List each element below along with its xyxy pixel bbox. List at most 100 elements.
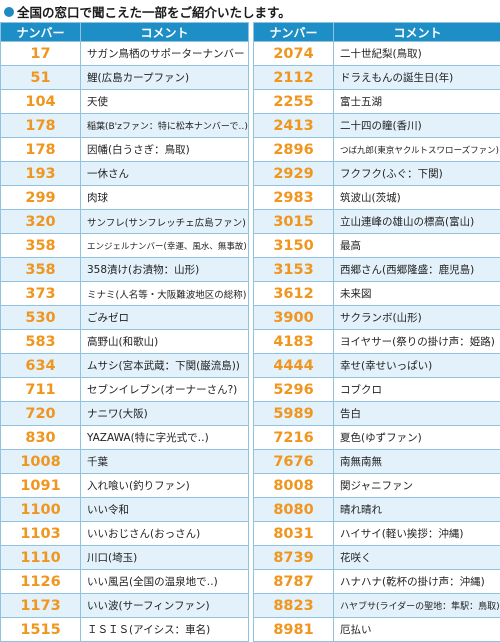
- plate-number: 530: [1, 306, 81, 330]
- plate-number: 320: [1, 210, 81, 234]
- plate-number: 299: [1, 186, 81, 210]
- plate-comment: ハイサイ(軽い挨拶：沖縄): [334, 522, 500, 546]
- number-column-header: ナンバー: [254, 23, 334, 42]
- number-column-header: ナンバー: [1, 23, 81, 42]
- plate-comment: ミナミ(人名等・大阪難波地区の総称): [81, 282, 249, 306]
- plate-comment: ムサシ(宮本武蔵：下関(巌流島)): [81, 354, 249, 378]
- plate-comment: 西郷さん(西郷隆盛：鹿児島): [334, 258, 500, 282]
- plate-number: 2896: [254, 138, 334, 162]
- plate-comment: 川口(埼玉): [81, 546, 249, 570]
- plate-number: 8008: [254, 474, 334, 498]
- plate-number: 8080: [254, 498, 334, 522]
- plate-comment: 二十世紀梨(鳥取): [334, 42, 500, 66]
- plate-number: 373: [1, 282, 81, 306]
- plate-comment: 高野山(和歌山): [81, 330, 249, 354]
- plate-number: 1173: [1, 594, 81, 618]
- comment-column-header: コメント: [81, 23, 249, 42]
- plate-comment: 入れ喰い(釣りファン): [81, 474, 249, 498]
- plate-number: 2929: [254, 162, 334, 186]
- plate-number: 1103: [1, 522, 81, 546]
- plate-comment: 一休さん: [81, 162, 249, 186]
- left-header-row: ナンバー コメント: [1, 23, 249, 42]
- plate-number: 830: [1, 426, 81, 450]
- plate-number: 3150: [254, 234, 334, 258]
- plate-number: 8823: [254, 594, 334, 618]
- plate-number: 8981: [254, 618, 334, 642]
- plate-comment: 未来図: [334, 282, 500, 306]
- plate-number: 193: [1, 162, 81, 186]
- plate-comment: 告白: [334, 402, 500, 426]
- plate-comment: いいおじさん(おっさん): [81, 522, 249, 546]
- right-header-row: ナンバー コメント: [254, 23, 500, 42]
- comment-column-header: コメント: [334, 23, 500, 42]
- plate-number: 2255: [254, 90, 334, 114]
- plate-comment: セブンイレブン(オーナーさん?): [81, 378, 249, 402]
- plate-comment: 花咲く: [334, 546, 500, 570]
- plate-comment: 因幡(白うさぎ：鳥取): [81, 138, 249, 162]
- plate-comment: 肉球: [81, 186, 249, 210]
- plate-number: 1110: [1, 546, 81, 570]
- plate-number: 720: [1, 402, 81, 426]
- bullet-icon: [4, 7, 14, 17]
- plate-comment: 千葉: [81, 450, 249, 474]
- plate-comment: つば九郎(東京ヤクルトスワローズファン): [334, 138, 500, 162]
- plate-number: 1100: [1, 498, 81, 522]
- plate-number: 4444: [254, 354, 334, 378]
- plate-number: 2983: [254, 186, 334, 210]
- plate-comment: サンフレ(サンフレッチェ広島ファン): [81, 210, 249, 234]
- plate-comment: 厄払い: [334, 618, 500, 642]
- plate-comment: 最高: [334, 234, 500, 258]
- plate-number: 583: [1, 330, 81, 354]
- plate-comment: 358漬け(お漬物：山形): [81, 258, 249, 282]
- plate-comment: ＩＳＩＳ(アイシス：車名): [81, 618, 249, 642]
- plate-number: 3153: [254, 258, 334, 282]
- plate-number: 358: [1, 234, 81, 258]
- plate-comment: 二十四の瞳(香川): [334, 114, 500, 138]
- plate-comment: 南無南無: [334, 450, 500, 474]
- plate-comment: フクフク(ふぐ：下関): [334, 162, 500, 186]
- plate-number: 1091: [1, 474, 81, 498]
- plate-comment: 鯉(広島カープファン): [81, 66, 249, 90]
- plate-number: 1515: [1, 618, 81, 642]
- plate-comment: ヨイヤサー(祭りの掛け声：姫路): [334, 330, 500, 354]
- plate-number: 8739: [254, 546, 334, 570]
- plate-comment: いい令和: [81, 498, 249, 522]
- plate-comment: エンジェルナンバー(幸運、風水、無事故): [81, 234, 249, 258]
- plate-comment: 立山連峰の雄山の標高(富山): [334, 210, 500, 234]
- plate-comment: ナニワ(大阪): [81, 402, 249, 426]
- plate-comment: ごみゼロ: [81, 306, 249, 330]
